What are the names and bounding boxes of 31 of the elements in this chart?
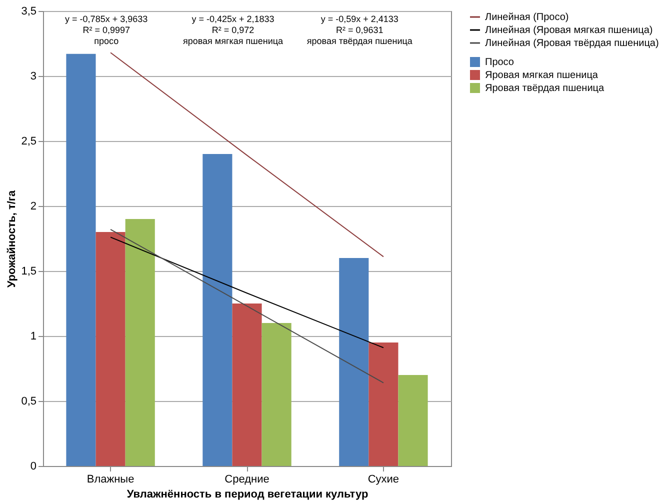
bar — [339, 258, 369, 466]
x-axis-title: Увлажнённость в период вегетации культур — [126, 488, 368, 500]
y-tick-label: 3 — [30, 70, 36, 82]
y-tick-label: 1 — [30, 330, 36, 342]
bar — [262, 323, 292, 466]
bar — [96, 232, 126, 466]
x-tick-label: Влажные — [86, 474, 134, 486]
y-tick-label: 3,5 — [21, 6, 36, 18]
bar — [232, 304, 262, 466]
legend-label: Линейная (Яровая мягкая пшеница) — [485, 25, 653, 36]
bar — [202, 154, 232, 466]
legend-label: Просо — [485, 57, 514, 68]
annotation: y = -0,59x + 2,4133 R² = 0,9631 яровая твёрдая пшеница — [306, 14, 412, 46]
x-tick-label: Сухие — [368, 474, 400, 486]
annotation: y = -0,425x + 2,1833 R² = 0,972 яровая мягкая пшеница — [182, 14, 284, 46]
legend-label: Линейная (Яровая твёрдая пшеница) — [485, 38, 659, 49]
y-tick-label: 1,5 — [21, 266, 36, 278]
bar — [368, 342, 398, 466]
legend-label: Линейная (Просо) — [485, 12, 569, 23]
y-tick-label: 2 — [30, 200, 36, 212]
y-tick-label: 0 — [30, 460, 36, 472]
x-tick-label: Средние — [224, 474, 270, 486]
legend-label: Яровая мягкая пшеница — [485, 70, 598, 81]
bar — [125, 219, 155, 466]
legend-label: Яровая твёрдая пшеница — [485, 83, 605, 94]
y-tick-label: 2,5 — [21, 136, 36, 148]
y-tick-label: 0,5 — [21, 396, 36, 408]
bar — [66, 54, 96, 466]
y-axis-title: Урожайность, т/га — [6, 189, 18, 288]
bar — [398, 375, 428, 466]
annotation: y = -0,785x + 3,9633 R² = 0,9997 просо — [65, 14, 148, 46]
